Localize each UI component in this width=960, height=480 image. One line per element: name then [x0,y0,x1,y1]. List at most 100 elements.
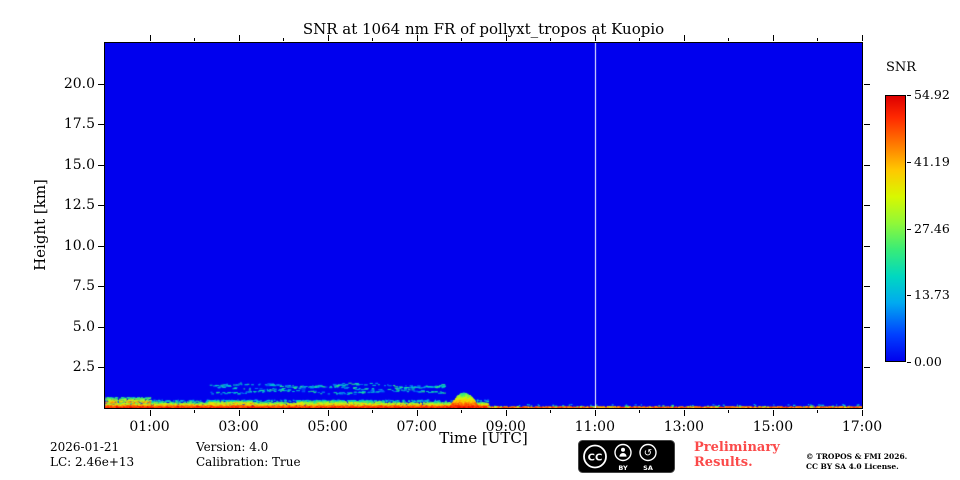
x-minor-tick-mark-top [461,38,463,41]
x-tick-mark [862,410,863,416]
y-tick-mark [98,205,104,207]
y-tick-mark-right [864,367,870,369]
x-tick-mark-top [149,35,151,41]
preliminary-line2: Results. [694,455,753,470]
x-tick-label: 15:00 [752,419,794,435]
y-tick-mark [98,164,104,166]
x-minor-tick-mark [283,410,285,413]
y-tick-mark [98,367,104,369]
x-tick-mark [772,410,774,416]
x-axis-label: Time [UTC] [439,429,528,447]
lidar-constant-label: LC: 2.46e+13 [50,455,135,469]
y-tick-label: 7.5 [72,278,95,295]
colorbar-tick-label: 54.92 [914,87,950,102]
y-tick-mark [98,124,104,126]
x-minor-tick-mark-top [283,38,285,41]
x-tick-label: 07:00 [396,419,437,435]
copyright-line2: CC BY SA 4.0 License. [806,461,899,471]
y-tick-mark-right [864,124,870,126]
y-tick-mark-right [864,326,870,328]
x-tick-label: 05:00 [307,419,348,435]
y-tick-label: 17.5 [63,116,95,133]
badge-by-label: BY [618,464,628,472]
y-tick-mark-right [864,286,870,288]
x-tick-label: 11:00 [574,419,615,435]
x-tick-mark-top [862,35,863,41]
svg-text:↺: ↺ [644,448,652,459]
x-tick-mark-top [505,35,507,41]
x-minor-tick-mark [639,410,641,413]
colorbar-tick-label: 27.46 [914,220,950,236]
x-tick-mark [149,410,151,416]
x-minor-tick-mark-top [728,38,730,41]
x-tick-mark-top [327,35,329,41]
x-minor-tick-mark [372,410,374,413]
colorbar-title: SNR [886,60,917,75]
x-tick-mark [238,410,240,416]
y-tick-mark-right [864,164,870,166]
colorbar-tick-label: 41.19 [914,153,950,169]
x-tick-mark [327,410,329,416]
x-tick-mark [594,410,596,416]
x-tick-mark [416,410,418,416]
x-tick-label: 13:00 [663,419,705,435]
calibration-label: Calibration: True [196,455,301,469]
cc-by-sa-badge: CC BY ↺ SA [578,440,675,473]
colorbar-tick-mark [907,95,911,96]
x-tick-mark-top [238,35,240,41]
chart-title: SNR at 1064 nm FR of pollyxt_tropos at K… [302,20,665,38]
x-tick-mark [683,410,685,416]
colorbar-tick-mark [907,362,911,363]
x-minor-tick-mark [728,410,730,413]
y-tick-label: 2.5 [72,359,95,376]
svg-text:CC: CC [588,453,603,464]
copyright-line1: © TROPOS & FMI 2026. [806,452,908,461]
y-tick-label: 12.5 [63,197,95,214]
colorbar-tick-mark [907,161,911,163]
x-tick-mark-top [594,35,596,41]
x-tick-mark-top [416,35,418,41]
y-tick-mark [98,286,104,288]
share-alike-icon: ↺ [639,443,657,462]
x-minor-tick-mark [817,410,819,413]
badge-sa-label: SA [643,464,653,472]
x-tick-label: 03:00 [218,419,259,435]
plot-area [104,42,863,409]
x-tick-mark-top [772,35,774,41]
colorbar-tick-label: 0.00 [914,354,942,369]
preliminary-line1: Preliminary [694,440,780,455]
x-tick-mark [505,410,507,416]
y-tick-label: 10.0 [63,237,95,254]
preliminary-results-label: Preliminary Results. [694,440,780,470]
x-minor-tick-mark-top [550,38,552,41]
colorbar-tick-label: 13.73 [914,287,950,303]
y-tick-mark-right [864,83,870,85]
x-minor-tick-mark [550,410,552,413]
x-minor-tick-mark [461,410,463,413]
y-tick-mark-right [864,205,870,207]
y-tick-label: 5.0 [72,318,95,335]
x-minor-tick-mark-top [639,38,641,41]
x-minor-tick-mark [194,410,196,413]
y-tick-mark [98,83,104,85]
y-tick-mark-right [864,245,870,247]
version-label: Version: 4.0 [196,440,269,454]
colorbar-tick-mark [907,228,911,230]
x-minor-tick-mark-top [372,38,374,41]
x-tick-label: 01:00 [129,419,170,435]
heatmap-canvas [105,43,862,408]
y-tick-mark [98,245,104,247]
colorbar [885,95,906,362]
copyright-label: © TROPOS & FMI 2026. CC BY SA 4.0 Licens… [806,452,907,471]
x-minor-tick-mark-top [194,38,196,41]
cc-logo-icon: CC [583,444,607,469]
x-tick-label: 09:00 [485,419,526,435]
y-tick-mark [98,326,104,328]
person-icon [614,443,632,462]
colorbar-tick-mark [907,295,911,297]
date-label: 2026-01-21 [50,440,120,454]
x-tick-mark-top [683,35,685,41]
y-tick-label: 15.0 [63,156,95,173]
x-minor-tick-mark-top [817,38,819,41]
